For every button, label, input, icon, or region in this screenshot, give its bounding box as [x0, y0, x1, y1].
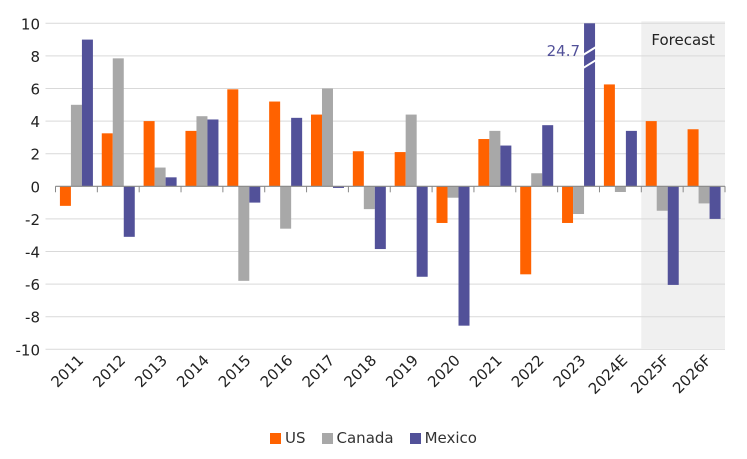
- legend-label-canada: Canada: [336, 429, 394, 447]
- legend-item-canada: Canada: [321, 429, 394, 447]
- bar-mexico-2013: [165, 177, 177, 187]
- bar-canada-2022: [531, 173, 543, 187]
- bar-mexico-2026F: [709, 186, 721, 219]
- x-tick-label: 2015: [215, 351, 255, 391]
- legend-swatch-canada: [321, 432, 333, 444]
- bar-us-2020: [436, 186, 448, 223]
- bar-canada-2023: [573, 186, 585, 215]
- x-tick-label: 2026F: [669, 351, 715, 397]
- bar-us-2024E: [603, 84, 615, 187]
- bar-canada-2013: [154, 167, 166, 187]
- bar-canada-2026F: [698, 186, 710, 204]
- x-tick-label: 2019: [382, 351, 422, 391]
- bar-mexico-2021: [500, 145, 512, 187]
- bar-mexico-2022: [542, 125, 554, 187]
- x-tick-label: 2023: [550, 351, 590, 391]
- x-tick-label: 2022: [508, 351, 548, 391]
- y-tick-label: 6: [30, 81, 40, 99]
- legend-swatch-us: [270, 432, 281, 444]
- bar-canada-2021: [489, 130, 501, 187]
- x-tick-label: 2018: [340, 351, 380, 391]
- bar-mexico-2015: [249, 186, 261, 203]
- bar-canada-2017: [321, 88, 333, 187]
- y-tick-label: 2: [30, 146, 40, 164]
- bar-us-2018: [352, 151, 364, 187]
- bar-us-2026F: [687, 129, 699, 187]
- bar-mexico-2011: [81, 39, 93, 187]
- bar-mexico-2019: [416, 186, 428, 277]
- y-tick-label: -2: [25, 211, 40, 229]
- legend-label-us: US: [285, 429, 306, 447]
- bar-mexico-2023: [584, 23, 596, 187]
- x-tick-label: 2014: [173, 351, 213, 391]
- bar-canada-2015: [238, 186, 250, 281]
- x-tick-label: 2017: [299, 351, 339, 391]
- forecast-label: Forecast: [651, 31, 715, 49]
- y-tick-label: -10: [16, 341, 41, 359]
- y-tick-label: -6: [25, 276, 40, 294]
- bar-canada-2024E: [614, 186, 626, 193]
- bar-mexico-2017: [332, 186, 344, 188]
- bar-us-2011: [59, 186, 71, 206]
- bar-canada-2012: [112, 58, 124, 187]
- y-tick-label: 0: [30, 178, 40, 196]
- x-tick-label: 2020: [424, 351, 464, 391]
- axis-break-mark: [582, 59, 597, 69]
- bar-us-2025F: [645, 121, 657, 187]
- bar-mexico-2024E: [625, 130, 637, 187]
- x-tick-label: 2012: [89, 351, 129, 391]
- bar-mexico-2012: [123, 186, 135, 237]
- x-tick-label: 2011: [48, 351, 88, 391]
- bar-us-2016: [269, 101, 281, 187]
- bar-mexico-2016: [291, 117, 303, 187]
- bar-us-2021: [478, 139, 490, 187]
- bar-us-2022: [520, 186, 532, 275]
- bar-us-2023: [562, 186, 574, 223]
- bar-us-2019: [394, 152, 406, 187]
- bar-canada-2025F: [656, 186, 668, 211]
- data-label-broken-bar: 24.7: [547, 42, 580, 60]
- y-tick-label: 8: [30, 48, 40, 66]
- bar-canada-2019: [405, 114, 417, 187]
- bar-mexico-2018: [374, 186, 386, 250]
- x-tick-label: 2024E: [585, 351, 631, 397]
- y-tick-label: 10: [21, 15, 40, 33]
- bar-mexico-2020: [458, 186, 470, 326]
- x-tick-label: 2021: [466, 351, 506, 391]
- bar-canada-2016: [280, 186, 292, 229]
- bar-mexico-2014: [207, 119, 219, 187]
- legend-item-us: US: [270, 429, 306, 447]
- bar-canada-2018: [363, 186, 375, 210]
- bar-canada-2011: [70, 104, 82, 187]
- y-tick-label: -8: [25, 309, 40, 327]
- bar-us-2012: [101, 133, 113, 187]
- y-tick-label: 4: [30, 113, 40, 131]
- x-tick-label: 2013: [131, 351, 171, 391]
- bar-us-2015: [227, 89, 239, 187]
- bar-canada-2014: [196, 116, 208, 187]
- y-tick-label: -4: [25, 244, 40, 262]
- axis-break-mark: [582, 46, 597, 56]
- bar-mexico-2025F: [667, 186, 679, 285]
- legend-swatch-mexico: [409, 432, 421, 444]
- bar-us-2013: [143, 121, 155, 187]
- legend-item-mexico: Mexico: [409, 429, 477, 447]
- x-tick-label: 2016: [257, 351, 297, 391]
- bar-canada-2020: [447, 186, 459, 198]
- legend-label-mexico: Mexico: [424, 429, 477, 447]
- bar-us-2017: [310, 114, 322, 187]
- x-tick-label: 2025F: [627, 351, 673, 397]
- legend: US Canada Mexico: [0, 429, 747, 447]
- bar-us-2014: [185, 130, 197, 187]
